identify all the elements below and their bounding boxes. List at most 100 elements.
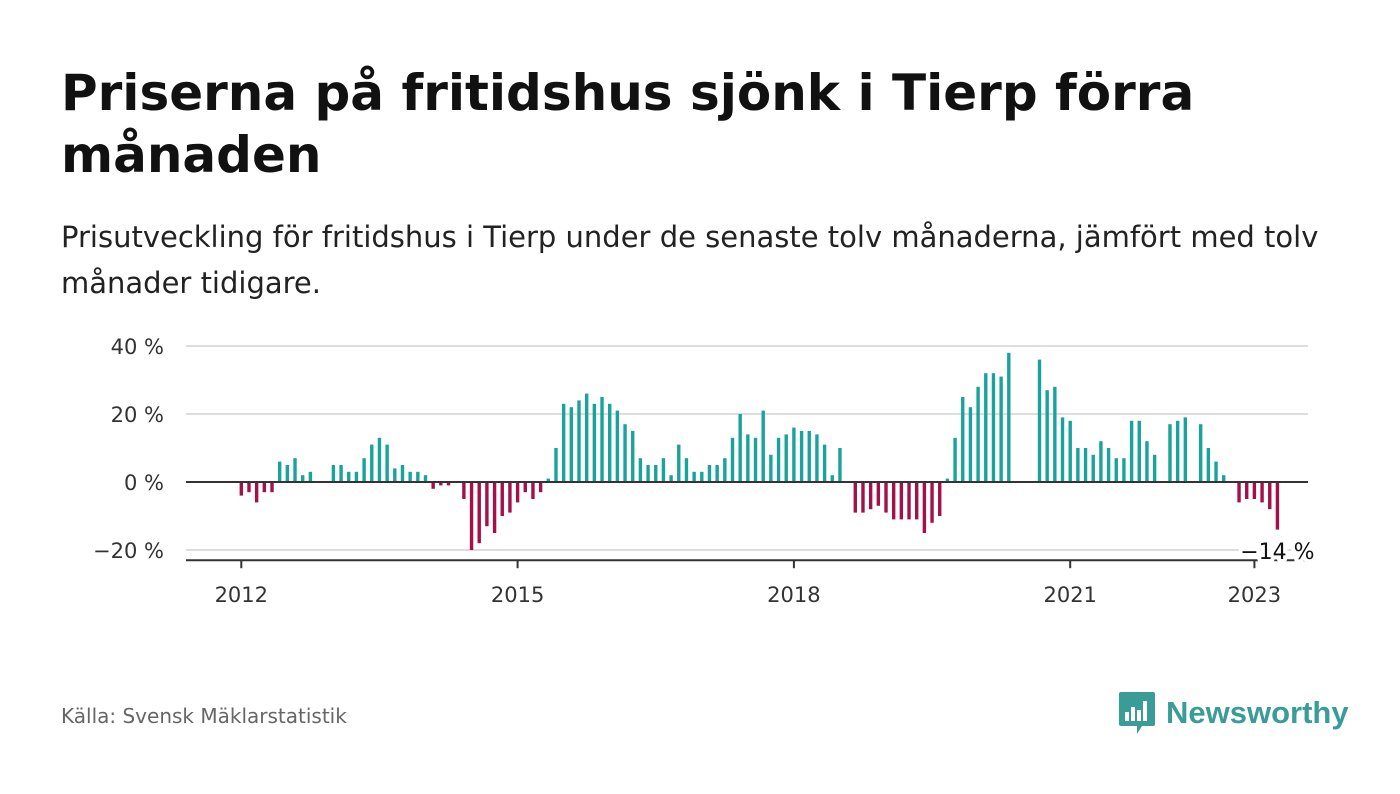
bar	[715, 465, 719, 482]
chart-title: Priserna på fritidshus sjönk i Tierp för…	[61, 64, 1195, 184]
bar	[531, 482, 535, 499]
bar	[1275, 482, 1280, 530]
bar	[692, 471, 696, 482]
bar	[561, 403, 566, 482]
bar	[984, 373, 988, 482]
bar	[922, 482, 927, 533]
bar	[608, 403, 612, 482]
bar	[1214, 461, 1218, 482]
bar	[577, 400, 581, 482]
bar	[1060, 417, 1065, 482]
bar	[815, 434, 819, 482]
bar	[492, 482, 497, 533]
bar	[1175, 420, 1180, 482]
bar	[1083, 448, 1088, 482]
source-note: Källa: Svensk Mäklarstatistik	[61, 704, 347, 728]
y-tick-label: −20 %	[93, 539, 164, 563]
bar	[1137, 420, 1141, 482]
bar	[1252, 482, 1257, 499]
bar	[592, 403, 597, 482]
bar-chart: 40 % 20 % 0 % −20 % 2012 2015 2018 2021 2023 −14 …	[93, 335, 1315, 607]
bar	[899, 482, 904, 520]
bar	[999, 376, 1003, 482]
bar	[1168, 424, 1172, 482]
bar	[799, 431, 804, 482]
bar	[1268, 482, 1272, 510]
bar	[1045, 390, 1049, 482]
bar	[1198, 424, 1203, 482]
bar	[1068, 420, 1072, 482]
y-tick-label: 20 %	[111, 403, 164, 427]
bar	[485, 482, 489, 527]
y-tick-label: 40 %	[111, 335, 164, 359]
bar	[638, 458, 643, 482]
bar	[631, 431, 635, 482]
bar	[822, 444, 827, 482]
bar	[339, 465, 343, 482]
bar	[861, 482, 865, 513]
bar	[431, 482, 435, 489]
bar	[423, 475, 428, 482]
bar	[500, 482, 504, 516]
bar	[262, 482, 267, 493]
bar	[385, 444, 389, 482]
x-tick-label: 2021	[1043, 583, 1096, 607]
bar	[746, 434, 750, 482]
bar	[646, 465, 650, 482]
bar	[784, 434, 788, 482]
bar	[1245, 482, 1249, 499]
bar	[400, 465, 405, 482]
bar	[1053, 386, 1057, 482]
bar	[1260, 482, 1264, 503]
last-value-label: −14 %	[1240, 540, 1314, 565]
bar	[876, 482, 881, 506]
bar	[293, 458, 297, 482]
bar	[723, 458, 727, 482]
bar	[1114, 458, 1118, 482]
x-tick-label: 2015	[491, 583, 544, 607]
bar	[462, 482, 466, 499]
bar	[738, 414, 742, 482]
bar	[891, 482, 896, 520]
bar	[1007, 352, 1011, 482]
bar	[961, 397, 965, 482]
bar	[700, 471, 704, 482]
bar	[1122, 458, 1126, 482]
bar	[1076, 448, 1080, 482]
bar	[684, 458, 689, 482]
bar	[477, 482, 481, 544]
bar	[331, 465, 336, 482]
bar	[347, 471, 351, 482]
bar	[753, 437, 758, 482]
bar	[776, 437, 781, 482]
bar	[1129, 420, 1134, 482]
bar	[838, 448, 842, 482]
bar	[584, 393, 589, 482]
bar	[945, 478, 950, 482]
bar	[301, 475, 305, 482]
bar	[761, 410, 765, 482]
bar	[1099, 441, 1103, 482]
bar	[868, 482, 873, 510]
bar	[1237, 482, 1241, 503]
bar	[446, 482, 451, 486]
bar	[677, 444, 681, 482]
bar	[285, 465, 290, 482]
bar	[1037, 359, 1042, 482]
bar	[515, 482, 520, 503]
bar	[830, 475, 834, 482]
bar	[1091, 454, 1095, 482]
y-tick-label: 0 %	[124, 471, 164, 495]
bar	[623, 424, 627, 482]
bar	[277, 461, 282, 482]
bar	[853, 482, 857, 513]
bar	[1206, 448, 1211, 482]
bar	[792, 427, 796, 482]
bar	[991, 373, 996, 482]
bar	[968, 407, 973, 482]
bar	[807, 431, 811, 482]
bar	[247, 482, 251, 493]
bar	[654, 465, 658, 482]
bar	[600, 397, 604, 482]
bar	[938, 482, 942, 516]
